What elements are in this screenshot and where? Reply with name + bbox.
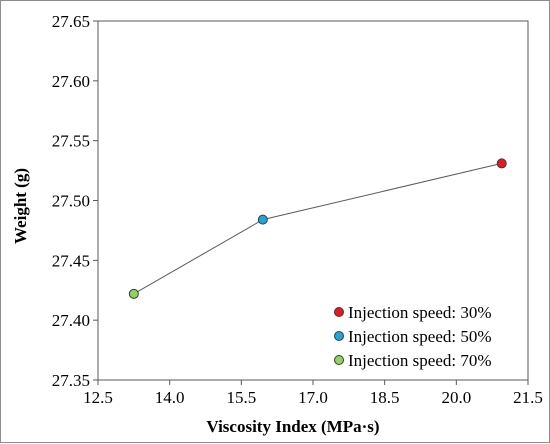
data-points xyxy=(128,158,507,299)
x-tick-label: 14.0 xyxy=(155,388,185,407)
legend-label-2: Injection speed: 50% xyxy=(348,327,492,346)
y-tick-label: 27.60 xyxy=(52,72,90,91)
legend-marker-1 xyxy=(334,307,344,317)
legend: Injection speed: 30% Injection speed: 50%… xyxy=(334,303,492,370)
x-tick-label: 15.5 xyxy=(226,388,256,407)
x-axis-title: Viscosity Index (MPa·s) xyxy=(206,417,379,436)
x-tick-label: 12.5 xyxy=(83,388,113,407)
x-tick-label: 17.0 xyxy=(298,388,328,407)
y-tick-label: 27.65 xyxy=(52,12,90,31)
y-tick-label: 27.55 xyxy=(52,132,90,151)
y-tick-label: 27.35 xyxy=(52,371,90,390)
x-ticks: 12.5 14.0 15.5 17.0 18.5 20.0 21.5 xyxy=(83,380,543,407)
x-tick-label: 20.0 xyxy=(441,388,471,407)
legend-label-3: Injection speed: 70% xyxy=(348,351,492,370)
y-ticks: 27.35 27.40 27.45 27.50 27.55 27.60 27.65 xyxy=(52,12,98,390)
y-tick-label: 27.50 xyxy=(52,192,90,211)
y-axis-title: Weight (g) xyxy=(11,168,30,244)
legend-marker-2 xyxy=(334,331,344,341)
y-tick-label: 27.40 xyxy=(52,311,90,330)
data-point-1 xyxy=(496,158,507,169)
data-point-2 xyxy=(257,214,268,225)
y-tick-label: 27.45 xyxy=(52,251,90,270)
legend-label-1: Injection speed: 30% xyxy=(348,303,492,322)
series-line xyxy=(133,162,502,295)
connecting-line xyxy=(133,162,502,295)
legend-marker-3 xyxy=(334,355,344,365)
data-point-3 xyxy=(128,288,139,299)
x-tick-label: 21.5 xyxy=(513,388,543,407)
x-tick-label: 18.5 xyxy=(370,388,400,407)
